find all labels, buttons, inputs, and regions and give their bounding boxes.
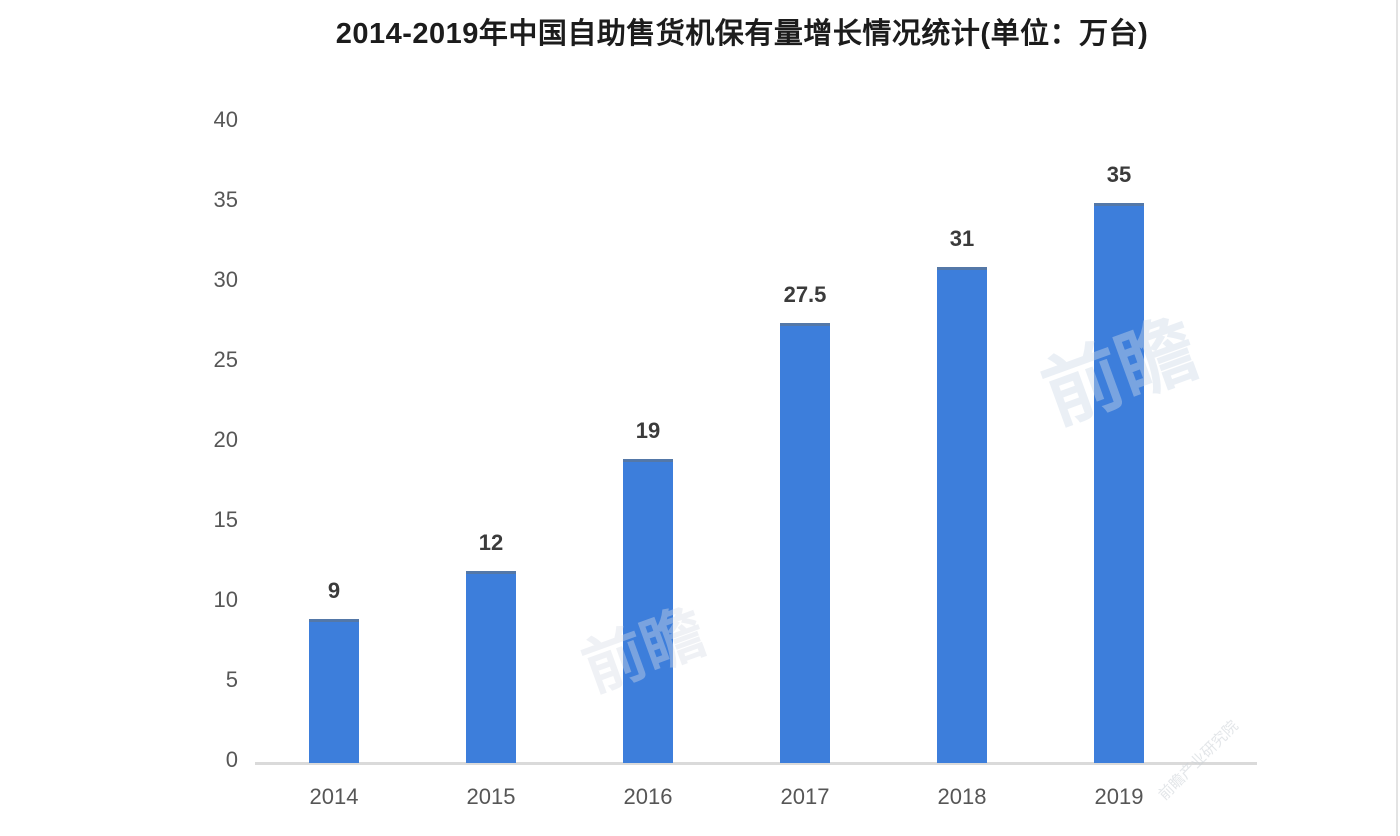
- y-axis-tick-label: 0: [225, 747, 238, 772]
- y-axis-tick-label: 20: [213, 427, 238, 452]
- bar-value-label: 9: [327, 578, 341, 603]
- y-axis-tick-label: 5: [225, 667, 238, 692]
- page-edge-divider: [1396, 0, 1398, 836]
- x-axis-tick-label: 2015: [466, 784, 516, 809]
- bar-value-label: 35: [1106, 162, 1132, 187]
- x-axis-tick-label: 2017: [780, 784, 830, 809]
- y-axis-tick-label: 30: [213, 267, 238, 292]
- y-axis-tick-label: 10: [213, 587, 238, 612]
- x-axis-tick-label: 2016: [623, 784, 673, 809]
- x-axis-line: [255, 762, 1257, 765]
- bar-value-label: 19: [635, 418, 661, 443]
- bar-2015: [466, 571, 516, 763]
- chart-title: 2014-2019年中国自助售货机保有量增长情况统计(单位：万台): [335, 18, 1149, 50]
- bar-2017: [780, 323, 830, 763]
- x-axis-tick-label: 2018: [937, 784, 987, 809]
- bar-2016: [623, 459, 673, 763]
- bar-2018: [937, 267, 987, 763]
- y-axis-tick-label: 15: [213, 507, 238, 532]
- y-axis-tick-label: 40: [213, 107, 238, 132]
- y-axis-tick-label: 35: [213, 187, 238, 212]
- bar-value-label: 31: [949, 226, 975, 251]
- x-axis-tick-label: 2019: [1094, 784, 1144, 809]
- x-axis-tick-label: 2014: [309, 784, 359, 809]
- bar-value-label: 12: [478, 530, 504, 555]
- bar-2014: [309, 619, 359, 763]
- bar-2019: [1094, 203, 1144, 763]
- y-axis-tick-label: 25: [213, 347, 238, 372]
- bar-value-label: 27.5: [783, 282, 827, 307]
